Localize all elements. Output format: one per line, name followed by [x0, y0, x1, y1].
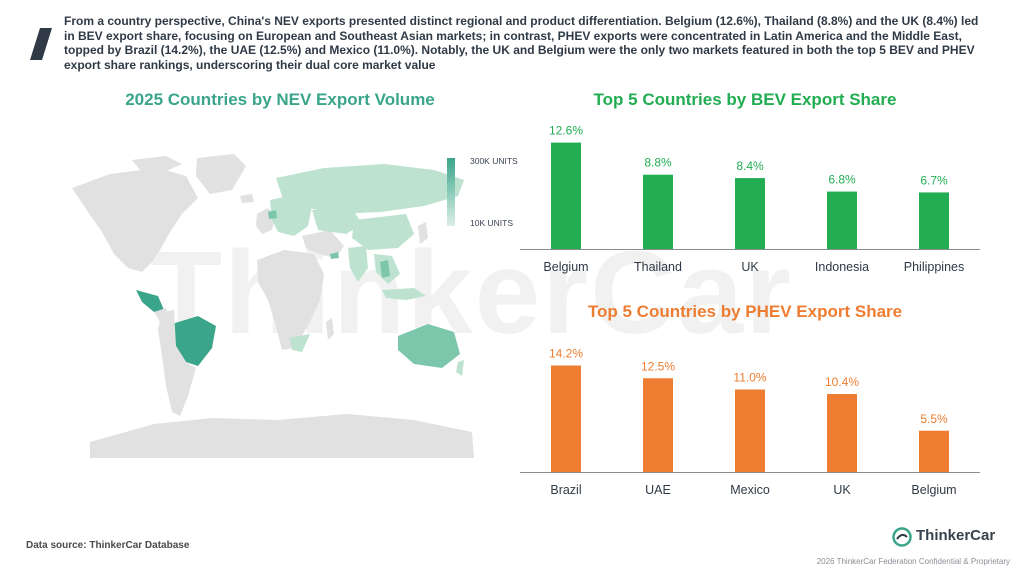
phev-bar-2 [735, 389, 765, 472]
phev-value-label-1: 12.5% [641, 359, 675, 373]
bev-value-label-3: 6.8% [828, 173, 856, 187]
map-greenland [196, 154, 246, 194]
phev-bar-1 [643, 378, 673, 472]
bev-category-label-3: Indonesia [815, 260, 869, 274]
map-uae [330, 252, 339, 259]
phev-value-label-2: 11.0% [733, 371, 766, 385]
map-central-america [154, 308, 170, 322]
bev-bar-chart: 12.6% Belgium 8.8% Thailand 8.4% UK 6.8% Indone… [520, 124, 980, 274]
phev-bar-4 [919, 430, 949, 472]
title-slash-icon [30, 28, 52, 60]
map-central-asia [312, 208, 362, 234]
bev-value-label-1: 8.8% [644, 156, 672, 170]
bev-category-label-0: Belgium [543, 260, 588, 274]
map-russia [276, 164, 464, 214]
bev-bar-2 [735, 178, 765, 249]
map-mexico [136, 290, 164, 312]
bev-value-label-4: 6.7% [920, 173, 948, 187]
brand-logo: ThinkerCar [892, 527, 1012, 547]
map-antarctica [90, 414, 474, 458]
bev-category-label-4: Philippines [904, 260, 964, 274]
brand-name: ThinkerCar [916, 527, 996, 544]
map-africa [257, 250, 324, 350]
phev-bar-3 [827, 394, 857, 472]
bev-bar-4 [919, 192, 949, 249]
world-map [72, 154, 474, 458]
map-south-america [158, 310, 196, 416]
bev-value-label-2: 8.4% [736, 159, 764, 173]
map-legend-min-label: 10K UNITS [470, 218, 513, 228]
map-legend-scale [447, 158, 455, 226]
map-iceland [240, 194, 254, 203]
map-middle-east [302, 230, 344, 258]
map-china-region [352, 214, 414, 250]
map-madagascar [326, 318, 334, 340]
map-canada-islands [132, 156, 182, 172]
map-title: 2025 Countries by NEV Export Volume [125, 90, 435, 109]
map-new-zealand [456, 360, 464, 376]
phev-category-label-2: Mexico [730, 483, 770, 497]
map-brazil [172, 316, 216, 366]
bev-bar-0 [551, 142, 581, 249]
phev-value-label-3: 10.4% [825, 375, 859, 389]
phev-value-label-0: 14.2% [549, 347, 583, 361]
phev-category-label-0: Brazil [550, 483, 581, 497]
map-north-america [72, 168, 198, 272]
copyright: 2026 ThinkerCar Federation Confidential … [816, 557, 1010, 566]
summary-text: From a country perspective, China's NEV … [64, 14, 979, 72]
phev-category-label-4: Belgium [911, 483, 956, 497]
phev-chart-title: Top 5 Countries by PHEV Export Share [587, 302, 903, 321]
map-australia [398, 324, 460, 368]
map-japan [418, 222, 428, 244]
map-legend-max-label: 300K UNITS [470, 156, 518, 166]
map-europe [270, 194, 312, 236]
phev-category-label-1: UAE [645, 483, 671, 497]
bev-category-label-1: Thailand [634, 260, 682, 274]
map-belgium-uk [268, 210, 277, 219]
phev-category-label-3: UK [833, 483, 851, 497]
phev-bar-0 [551, 365, 581, 472]
map-south-africa [290, 334, 310, 352]
bev-category-label-2: UK [741, 260, 759, 274]
map-indonesia [382, 288, 426, 300]
data-source: Data source: ThinkerCar Database [26, 540, 190, 551]
thinkercar-logo-icon [892, 527, 912, 547]
bev-chart-title: Top 5 Countries by BEV Export Share [593, 90, 897, 109]
phev-bar-chart: 14.2% Brazil 12.5% UAE 11.0% Mexico 10.4% UK 5.5… [520, 347, 980, 497]
phev-value-label-4: 5.5% [920, 412, 948, 426]
map-thailand [380, 260, 390, 278]
bev-bar-1 [643, 174, 673, 249]
bev-bar-3 [827, 191, 857, 249]
map-india [348, 246, 368, 282]
bev-value-label-0: 12.6% [549, 124, 583, 138]
